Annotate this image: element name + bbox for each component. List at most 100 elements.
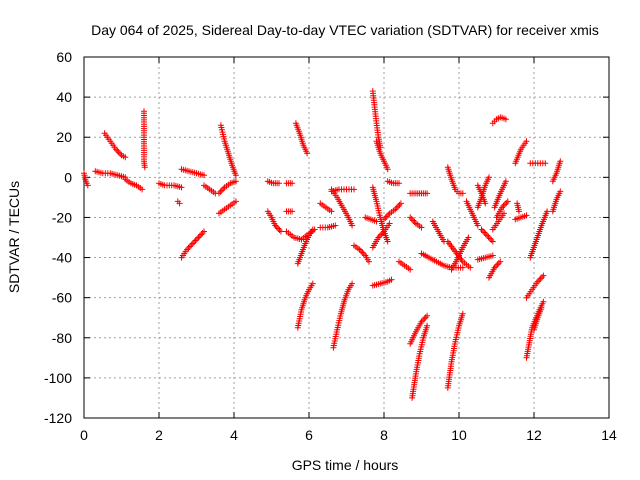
data-point-arc-ah [396,180,402,187]
y-tick-label: 40 [56,89,72,105]
y-tick-label: -100 [44,370,72,386]
data-point-arc-bl [538,304,545,311]
y-tick-label: 0 [64,169,72,185]
data-point-arc-i [194,236,200,242]
data-point-arc-i [189,240,196,247]
data-point-arc-bn [557,188,564,195]
data-point-arc-as [467,264,474,271]
data-point-arc-ay [479,228,486,234]
data-point-arc-ai [396,201,403,208]
data-point-arc-l [232,172,239,179]
data-point-arc-c [114,147,121,154]
data-point-arc-i [188,242,195,248]
data-point-arc-k [218,187,225,194]
data-point-arc-w [328,208,335,215]
data-point-arc-ay [485,234,492,240]
data-point-arc-az [497,258,504,265]
data-point-arc-ay [488,237,495,243]
data-point-arc-x [351,186,357,193]
y-tick-label: -60 [52,290,72,306]
data-point-arc-a [84,182,91,189]
data-point-arc-af [388,276,395,283]
data-point-arc-ay [481,229,488,236]
data-point-arc-c [122,154,129,161]
data-point-arc-am [421,315,428,322]
data-point-arc-ay [482,231,489,237]
data-point-arc-az [494,261,501,268]
data-point-arc-q [289,208,296,215]
data-point-arc-o [276,227,283,233]
data-point-arc-d [139,186,146,193]
data-point-arc-ai [383,213,390,220]
y-tick-label: -20 [52,209,72,225]
data-point-arc-ai [382,214,389,221]
data-point-arc-an [411,219,418,225]
data-point-arc-az [495,260,502,267]
data-point-arc-i [196,233,203,239]
data-point-arc-bi [540,298,547,305]
chart-title: Day 064 of 2025, Sidereal Day-to-day VTE… [91,22,599,38]
data-point-arc-i [195,234,202,241]
data-point-arc-bf [523,212,530,219]
data-point-arc-v [332,222,339,229]
data-point-arc-be [523,138,530,145]
data-point-arc-m [232,198,239,205]
data-point-arc-an [407,214,414,221]
data-point-arc-bm [557,158,564,165]
data-point-arc-i [201,228,207,235]
data-point-arc-ba [502,116,509,123]
data-point-arc-k [217,188,224,195]
data-point-arc-bd [503,199,510,206]
tick-marks [83,56,610,419]
data-point-arc-i [192,237,199,244]
grid [84,57,609,418]
data-point-arc-ai [393,204,400,211]
data-point-arc-ay [489,238,496,245]
data-point-arc-u [309,280,316,287]
data-point-arc-ay [484,232,491,239]
data-point-arc-aj [407,266,414,273]
data-point-arc-al [424,322,431,329]
data-point-arc-bh [542,160,549,167]
data-point-arc-e [141,164,148,171]
x-tick-label: 8 [380,427,388,443]
data-point-arc-f [178,184,185,191]
y-tick-label: -40 [52,250,72,266]
data-point-arc-am [422,314,429,321]
data-point-arc-k [232,178,239,185]
y-axis-label: SDTVAR / TECUs [6,181,22,293]
y-tick-label: 60 [56,49,72,65]
data-point-arc-av [486,174,492,181]
data-point-arc-p [289,180,296,187]
data-point-arc-bj [537,275,544,282]
data-point-arc-ay [478,226,485,233]
x-tick-label: 4 [230,427,238,443]
data-point-arc-bd [504,198,511,205]
data-point-arc-i [185,245,192,251]
x-axis-label: GPS time / hours [292,457,399,473]
data-point-arc-an [418,224,425,231]
plot-frame [83,56,610,419]
data-point-arc-bg [516,208,522,215]
data-points [81,88,564,401]
data-point-arc-ap [459,264,466,271]
x-tick-label: 2 [155,427,163,443]
data-point-arc-aa [360,251,367,257]
data-point-arc-aw [482,200,489,207]
x-tick-label: 10 [451,427,467,443]
data-point-arc-ac [384,238,391,245]
data-point-arc-c [115,149,122,156]
data-point-arc-o [275,225,282,232]
data-point-arc-t [309,226,316,233]
data-point-arc-ai [395,203,402,210]
data-point-arc-y [349,222,356,229]
data-point-arc-i [191,239,198,245]
data-point-arc-g [176,200,183,207]
data-point-arc-i [198,231,205,238]
data-point-arc-ar [459,310,466,317]
data-point-arc-n [276,180,282,187]
x-tick-label: 12 [526,427,542,443]
x-tick-label: 0 [80,427,88,443]
data-point-arc-ax [489,252,496,259]
